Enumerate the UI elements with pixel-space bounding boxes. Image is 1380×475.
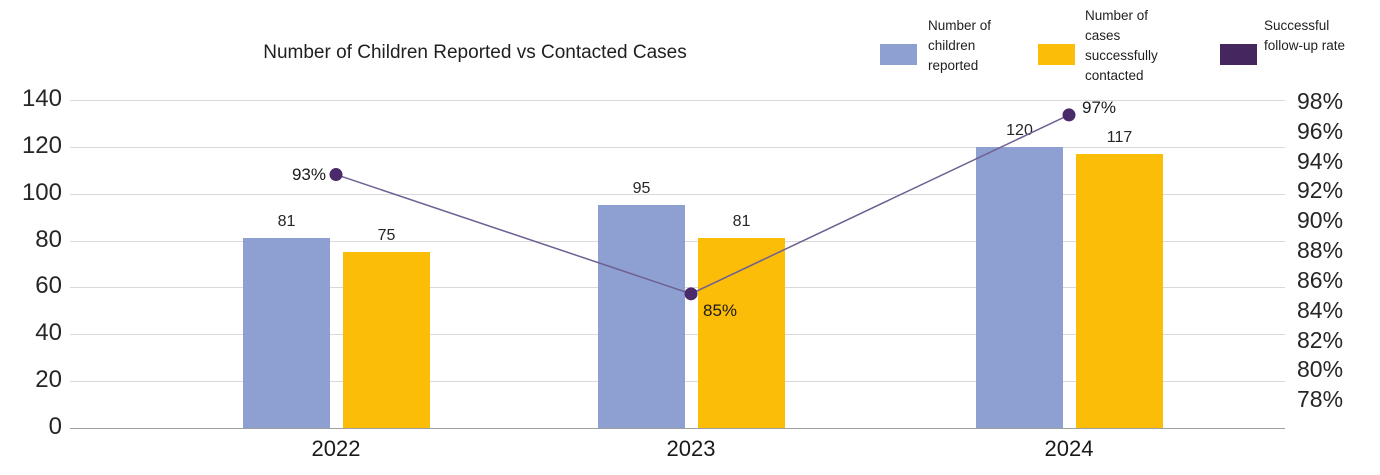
y-axis-left-tick: 40: [35, 319, 62, 347]
legend-swatch-purple-line-icon: [1220, 44, 1257, 65]
line-point-2023: [684, 287, 698, 301]
bar-value-label: 81: [732, 213, 751, 231]
bar-value-label: 95: [632, 180, 651, 198]
y-axis-right-tick: 92%: [1297, 177, 1344, 204]
x-axis-line: [70, 428, 1285, 429]
y-axis-right-tick: 94%: [1297, 147, 1344, 174]
y-axis-right-tick: 84%: [1297, 296, 1344, 323]
y-axis-right-tick: 82%: [1297, 326, 1344, 353]
y-axis-left-tick: 20: [35, 366, 62, 394]
line-point-2022: [329, 168, 343, 182]
bar-value-label: 120: [1006, 121, 1033, 139]
y-axis-right-tick: 80%: [1297, 356, 1344, 383]
y-axis-left-tick: 140: [21, 85, 62, 112]
y-axis-left-tick: 60: [35, 272, 62, 300]
bar-cases-contacted-2024: [1076, 153, 1163, 428]
bar-value-label: 117: [1106, 128, 1133, 146]
y-axis-right-tick: 98%: [1297, 88, 1344, 114]
legend-swatch-yellow-bar-icon: [1038, 44, 1075, 65]
y-axis-left-tick: 120: [21, 131, 62, 159]
plot-area: 81 95 120 75 81 117 93% 85% 97%: [70, 97, 1285, 429]
y-axis-right-tick: 96%: [1297, 117, 1344, 144]
y-axis-right-tick: 86%: [1297, 266, 1344, 293]
gridline: [70, 100, 1285, 101]
line-point-2024: [1062, 108, 1076, 122]
legend-swatch-blue-bar-icon: [880, 44, 917, 65]
y-axis-left-tick: 0: [48, 413, 62, 440]
x-axis-label: 2023: [666, 436, 716, 461]
bar-children-reported-2023: [598, 205, 685, 428]
gridline: [70, 146, 1285, 148]
bar-children-reported-2022: [243, 238, 330, 428]
line-point-label: 97%: [1082, 97, 1117, 117]
x-axis-label: 2022: [311, 436, 361, 461]
bar-value-label: 75: [377, 227, 396, 245]
legend-label: Number of children reported: [928, 18, 992, 73]
y-axis-left-tick: 80: [35, 225, 62, 253]
legend-label: Successful follow-up rate: [1264, 18, 1346, 53]
bar-cases-contacted-2023: [698, 238, 785, 428]
y-axis-right-tick: 88%: [1297, 237, 1344, 264]
y-axis-left-tick: 100: [21, 178, 62, 206]
bar-value-label: 81: [277, 213, 296, 231]
y-axis-right-tick: 78%: [1297, 386, 1344, 413]
line-point-label: 85%: [703, 300, 738, 320]
legend-label: Number of cases successfully contacted: [1085, 8, 1158, 83]
bar-children-reported-2024: [976, 146, 1063, 428]
chart-title: Number of Children Reported vs Contacted…: [263, 42, 687, 63]
line-point-label: 93%: [291, 164, 326, 184]
x-axis-label: 2024: [1044, 436, 1094, 461]
y-axis-right-tick: 90%: [1297, 207, 1344, 234]
bar-cases-contacted-2022: [343, 252, 430, 428]
